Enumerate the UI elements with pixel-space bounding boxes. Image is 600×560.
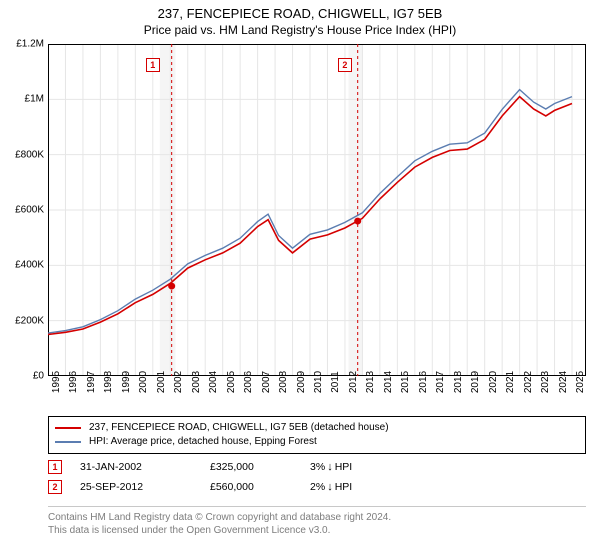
x-tick-label: 2019	[470, 371, 481, 393]
x-tick-label: 2023	[540, 371, 551, 393]
x-tick-label: 1998	[103, 371, 114, 393]
x-tick-label: 2011	[330, 371, 341, 393]
x-tick-label: 2002	[173, 371, 184, 393]
footer-line-1: Contains HM Land Registry data © Crown c…	[48, 511, 586, 524]
x-tick-label: 2022	[523, 371, 534, 393]
marker-row-1: 1 31-JAN-2002£325,0003%↓HPI	[48, 460, 586, 474]
y-tick-label: £400K	[15, 260, 44, 271]
x-tick-label: 2015	[400, 371, 411, 393]
marker-badge: 1	[48, 460, 62, 474]
x-tick-label: 2025	[575, 371, 586, 393]
chart-marker-badge-1: 1	[146, 58, 160, 72]
y-tick-label: £200K	[15, 315, 44, 326]
x-tick-label: 1999	[121, 371, 132, 393]
legend: 237, FENCEPIECE ROAD, CHIGWELL, IG7 5EB …	[48, 416, 586, 454]
x-tick-label: 2003	[191, 371, 202, 393]
x-axis: 1995199619971998199920002001200220032004…	[48, 380, 586, 420]
marker-diff-pct: 3%	[310, 461, 325, 473]
legend-item-hpi: HPI: Average price, detached house, Eppi…	[55, 435, 579, 449]
x-tick-label: 2008	[278, 371, 289, 393]
legend-label-hpi: HPI: Average price, detached house, Eppi…	[89, 435, 317, 449]
x-tick-label: 2010	[313, 371, 324, 393]
footer-line-2: This data is licensed under the Open Gov…	[48, 524, 586, 537]
marker-price: £560,000	[210, 481, 310, 493]
x-tick-label: 2016	[418, 371, 429, 393]
chart-marker-badge-2: 2	[338, 58, 352, 72]
legend-swatch-hpi	[55, 441, 81, 443]
x-tick-label: 2009	[296, 371, 307, 393]
arrow-down-icon: ↓	[327, 481, 333, 493]
x-tick-label: 2000	[138, 371, 149, 393]
arrow-down-icon: ↓	[327, 461, 333, 473]
x-tick-label: 2024	[558, 371, 569, 393]
chart-title-sub: Price paid vs. HM Land Registry's House …	[0, 23, 600, 37]
x-tick-label: 2013	[365, 371, 376, 393]
x-tick-label: 2014	[383, 371, 394, 393]
x-tick-label: 2005	[226, 371, 237, 393]
y-tick-label: £1.2M	[16, 39, 44, 50]
marker-diff-ref: HPI	[335, 481, 353, 493]
x-tick-label: 2020	[488, 371, 499, 393]
y-axis: £0£200K£400K£600K£800K£1M£1.2M	[0, 44, 48, 376]
chart-svg	[48, 44, 586, 376]
marker-row-2: 2 25-SEP-2012£560,0002%↓HPI	[48, 480, 586, 494]
marker-diff: 3%↓HPI	[310, 461, 400, 473]
y-tick-label: £1M	[25, 94, 44, 105]
legend-label-property: 237, FENCEPIECE ROAD, CHIGWELL, IG7 5EB …	[89, 421, 389, 435]
chart-title-main: 237, FENCEPIECE ROAD, CHIGWELL, IG7 5EB	[0, 6, 600, 21]
x-tick-label: 2018	[453, 371, 464, 393]
title-block: 237, FENCEPIECE ROAD, CHIGWELL, IG7 5EB …	[0, 0, 600, 39]
x-tick-label: 2004	[208, 371, 219, 393]
marker-badge: 2	[48, 480, 62, 494]
legend-item-property: 237, FENCEPIECE ROAD, CHIGWELL, IG7 5EB …	[55, 421, 579, 435]
marker-date: 31-JAN-2002	[80, 461, 210, 473]
x-tick-label: 2001	[156, 371, 167, 393]
x-tick-label: 1996	[68, 371, 79, 393]
x-tick-label: 2006	[243, 371, 254, 393]
marker-table: 1 31-JAN-2002£325,0003%↓HPI 2 25-SEP-2012£5…	[48, 454, 586, 494]
legend-swatch-property	[55, 427, 81, 429]
x-tick-label: 1997	[86, 371, 97, 393]
x-tick-label: 2017	[435, 371, 446, 393]
x-tick-label: 2012	[348, 371, 359, 393]
x-tick-label: 2021	[505, 371, 516, 393]
marker-price: £325,000	[210, 461, 310, 473]
footer: Contains HM Land Registry data © Crown c…	[48, 506, 586, 537]
marker-diff-ref: HPI	[335, 461, 353, 473]
x-tick-label: 1995	[51, 371, 62, 393]
marker-date: 25-SEP-2012	[80, 481, 210, 493]
y-tick-label: £800K	[15, 149, 44, 160]
x-tick-label: 2007	[261, 371, 272, 393]
y-tick-label: £600K	[15, 205, 44, 216]
chart-container: 237, FENCEPIECE ROAD, CHIGWELL, IG7 5EB …	[0, 0, 600, 560]
chart-plot-area: 12	[48, 44, 586, 376]
marker-diff: 2%↓HPI	[310, 481, 400, 493]
marker-diff-pct: 2%	[310, 481, 325, 493]
y-tick-label: £0	[33, 371, 44, 382]
